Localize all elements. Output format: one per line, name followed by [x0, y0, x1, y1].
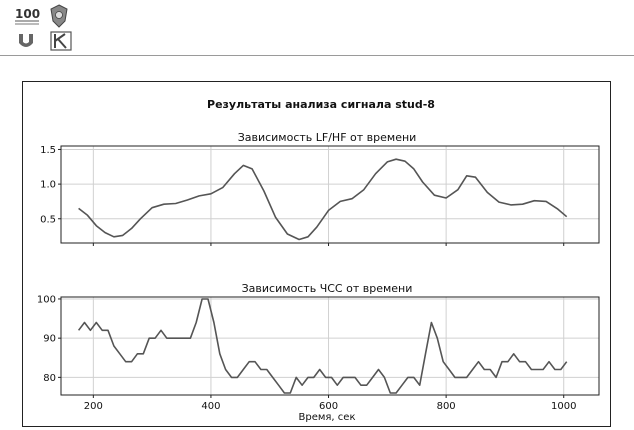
chart2-axes-frame [60, 296, 600, 396]
chart2-plot: 80 90 100 200 400 600 800 1000 [37, 294, 600, 412]
logo-k-emblem [50, 31, 72, 51]
chart-frame: Результаты анализа сигнала stud-8 Зависи… [22, 81, 611, 427]
chart2-xlabel: Время, сек [299, 412, 356, 423]
chart1-series-line-0 [78, 158, 568, 241]
logo-u-emblem [19, 34, 33, 47]
chart1-ytick-label-0: 0.5 [40, 214, 56, 225]
chart1-plot: 0.5 1.0 1.5 [40, 145, 600, 246]
logo-100-years: 100 [15, 7, 40, 25]
logo-coat-of-arms [50, 4, 68, 28]
chart2-xtick-label-1: 400 [201, 401, 220, 412]
chart1-title: Зависимость LF/HF от времени [238, 131, 417, 144]
chart1-ytick-label-1: 1.0 [40, 180, 56, 191]
chart2-xtick-label-3: 800 [437, 401, 456, 412]
header-divider [0, 55, 634, 56]
chart2-ytick-label-0: 80 [43, 373, 56, 384]
chart2-xtick-label-2: 600 [319, 401, 338, 412]
chart1-axes-frame [60, 145, 600, 244]
svg-text:100: 100 [15, 7, 40, 21]
chart2-series-line-0 [77, 298, 568, 394]
chart2-xtick-label-4: 1000 [551, 401, 576, 412]
chart2-xtick-label-0: 200 [84, 401, 103, 412]
figure-suptitle: Результаты анализа сигнала stud-8 [207, 98, 435, 111]
chart2-ytick-label-1: 90 [43, 334, 56, 345]
chart2-ytick-label-2: 100 [37, 294, 56, 305]
chart2-title: Зависимость ЧСС от времени [242, 282, 413, 295]
chart-figure: Результаты анализа сигнала stud-8 Зависи… [37, 98, 600, 423]
document-header: 100 [0, 0, 634, 56]
chart1-ytick-label-2: 1.5 [40, 145, 56, 156]
